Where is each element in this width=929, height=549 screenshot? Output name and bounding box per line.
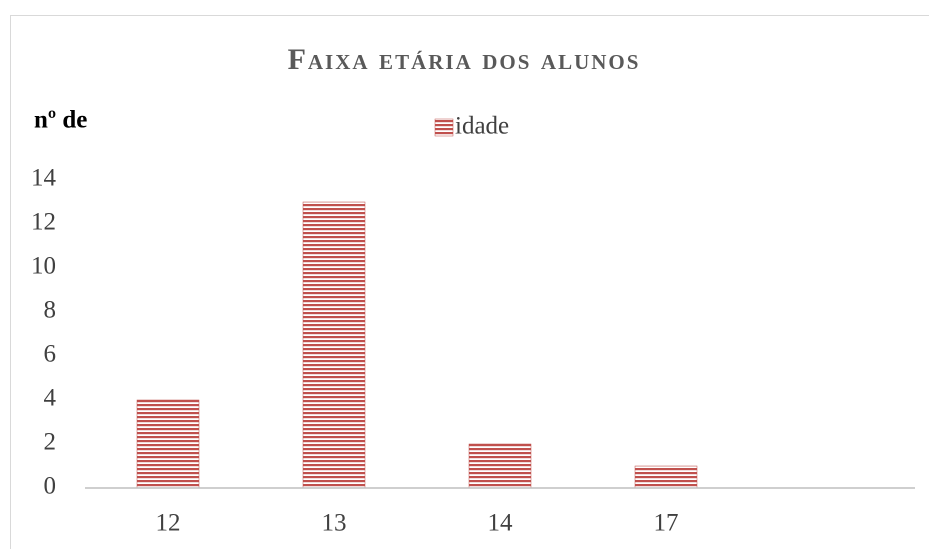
bar — [302, 201, 366, 489]
legend-swatch — [434, 118, 454, 137]
y-tick-label: 14 — [31, 165, 57, 192]
y-tick-label: 2 — [44, 429, 57, 456]
y-axis-label: nº de — [34, 107, 87, 134]
legend: idade — [434, 113, 509, 140]
x-tick-label: 14 — [488, 510, 514, 537]
bar — [634, 465, 698, 489]
y-tick-label: 4 — [44, 385, 57, 412]
y-tick-label: 0 — [44, 473, 57, 500]
x-tick-label: 17 — [654, 510, 679, 537]
y-tick-label: 6 — [44, 341, 57, 368]
x-tick-label: 12 — [156, 510, 181, 537]
legend-label: idade — [455, 113, 509, 140]
y-tick-label: 8 — [44, 297, 57, 324]
x-tick-label: 13 — [322, 510, 347, 537]
y-tick-label: 10 — [31, 253, 56, 280]
chart-title: Faixa etária dos alunos — [288, 43, 641, 76]
y-tick-label: 12 — [31, 209, 56, 236]
bar — [136, 399, 200, 489]
bar — [468, 443, 532, 489]
